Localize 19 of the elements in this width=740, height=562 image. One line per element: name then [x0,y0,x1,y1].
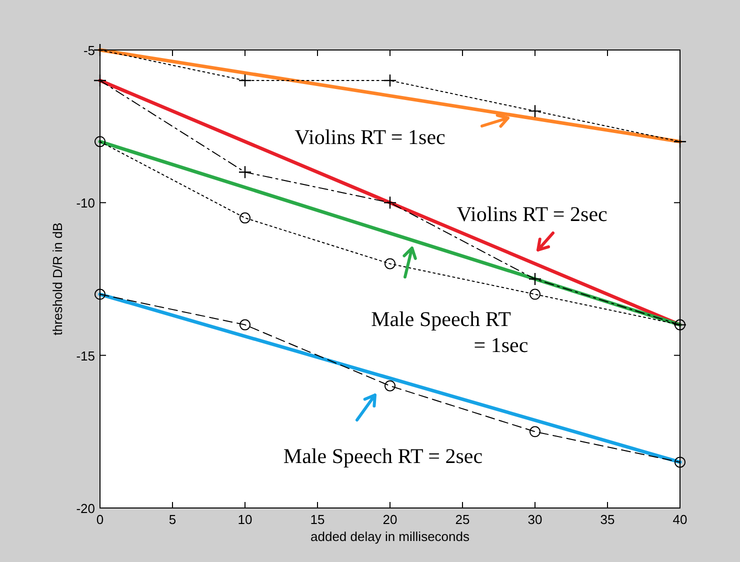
annotation: Violins RT = 1sec [294,125,446,149]
x-tick-label: 5 [168,512,176,527]
y-tick-label: -5 [83,43,95,58]
annotation: Violins RT = 2sec [456,202,608,226]
x-tick-label: 40 [672,512,688,527]
x-tick-label: 35 [600,512,615,527]
x-tick-label: 15 [310,512,325,527]
annotation: Male Speech RT = 2sec [283,444,483,468]
annotation: Male Speech RT = 1sec [371,307,528,357]
x-tick-label: 25 [455,512,470,527]
x-tick-label: 20 [382,512,398,527]
y-axis-title: threshold D/R in dB [50,222,65,336]
y-tick-label: -20 [76,501,95,516]
x-axis-title: added delay in milliseconds [310,529,470,544]
x-tick-label: 0 [96,512,104,527]
y-tick-label: -15 [76,348,95,364]
x-tick-label: 10 [238,512,252,527]
x-tick-label: 30 [528,512,542,527]
y-tick-label: -10 [76,196,95,211]
